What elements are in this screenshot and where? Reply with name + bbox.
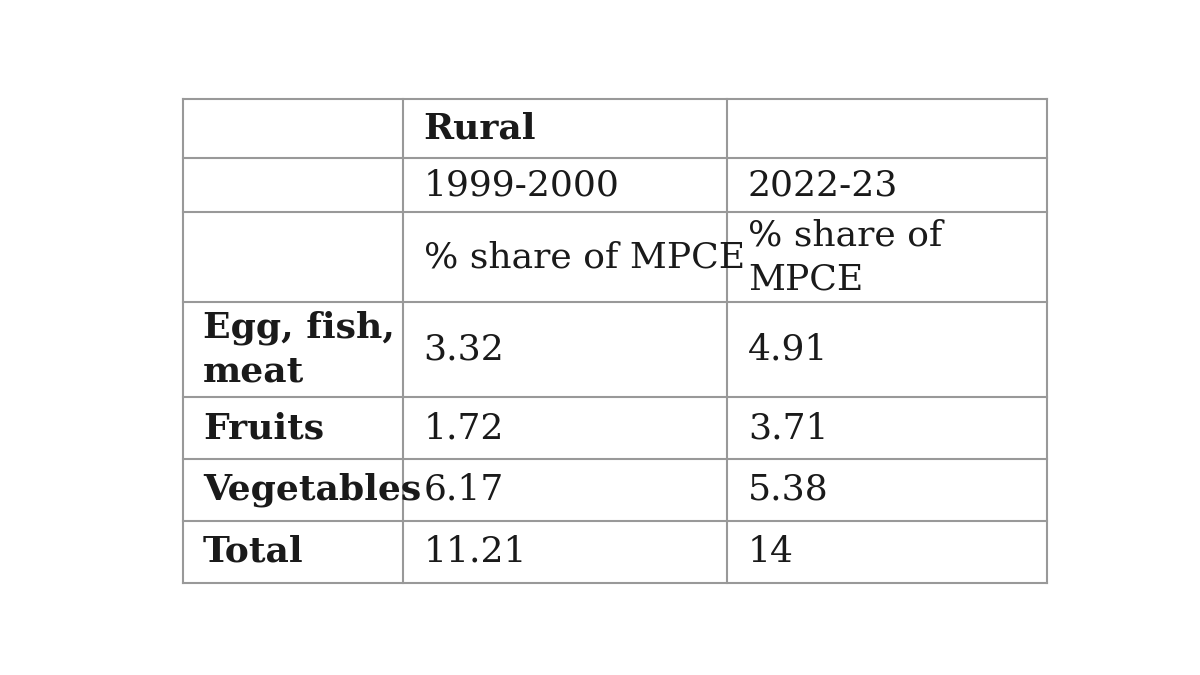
Text: % share of MPCE: % share of MPCE bbox=[424, 240, 745, 274]
Text: 6.17: 6.17 bbox=[424, 473, 504, 507]
Text: 3.32: 3.32 bbox=[424, 333, 504, 367]
Text: 14: 14 bbox=[748, 535, 794, 569]
Text: 1.72: 1.72 bbox=[424, 411, 504, 446]
Text: % share of
MPCE: % share of MPCE bbox=[748, 219, 942, 296]
Text: Egg, fish,
meat: Egg, fish, meat bbox=[203, 311, 395, 389]
Text: Vegetables: Vegetables bbox=[203, 472, 421, 507]
Text: 4.91: 4.91 bbox=[748, 333, 828, 367]
Text: 1999-2000: 1999-2000 bbox=[424, 168, 619, 202]
Text: Fruits: Fruits bbox=[203, 411, 324, 446]
Text: 2022-23: 2022-23 bbox=[748, 168, 899, 202]
Text: 11.21: 11.21 bbox=[424, 535, 527, 569]
Text: 3.71: 3.71 bbox=[748, 411, 828, 446]
Text: Rural: Rural bbox=[424, 112, 536, 146]
Text: 5.38: 5.38 bbox=[748, 473, 829, 507]
Text: Total: Total bbox=[203, 535, 304, 569]
